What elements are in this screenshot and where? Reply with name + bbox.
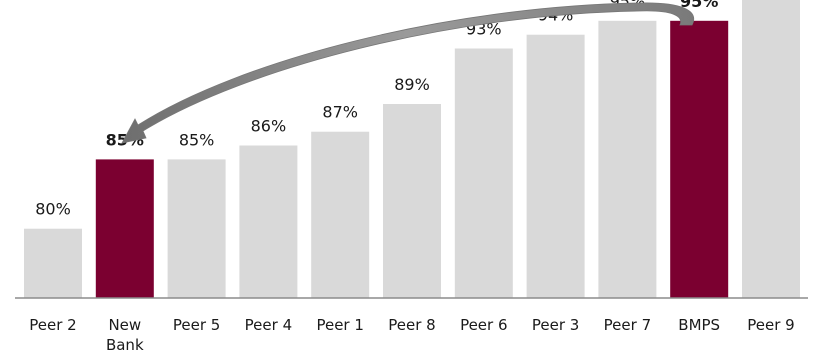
category-label-peer-3: Peer 3 bbox=[532, 316, 579, 334]
bar-peer-1 bbox=[311, 131, 370, 298]
bar-peer-8 bbox=[383, 104, 441, 298]
bar-peer-5 bbox=[167, 159, 226, 298]
category-label-peer-6: Peer 6 bbox=[460, 316, 507, 334]
value-label-peer-1: 87% bbox=[322, 103, 358, 122]
curved-arrow-annotation bbox=[121, 2, 695, 144]
value-label-peer-4: 86% bbox=[251, 117, 287, 136]
category-label-peer-4: Peer 4 bbox=[245, 316, 292, 334]
bar-peer-6 bbox=[454, 48, 513, 298]
arrow-shaft bbox=[121, 2, 695, 144]
bar-peer-7 bbox=[598, 20, 657, 299]
value-label-peer-8: 89% bbox=[394, 75, 430, 94]
category-label-peer-9: Peer 9 bbox=[747, 316, 794, 334]
category-labels-layer: Peer 2 New Bank Peer 5 Peer 4 Peer 1 Peer 8 Pee… bbox=[29, 316, 794, 354]
bar-peer-4 bbox=[239, 145, 298, 298]
category-label-peer-5: Peer 5 bbox=[173, 316, 220, 334]
category-label-peer-7: Peer 7 bbox=[604, 316, 651, 334]
value-label-bmps: 95% bbox=[680, 0, 718, 11]
category-label-peer-2: Peer 2 bbox=[29, 316, 76, 334]
value-label-peer-5: 85% bbox=[179, 130, 215, 149]
bar-peer-3 bbox=[526, 34, 585, 298]
category-label-bmps: BMPS bbox=[678, 316, 720, 334]
value-label-peer-2: 80% bbox=[35, 200, 71, 219]
category-label-peer-8: Peer 8 bbox=[388, 316, 435, 334]
bar-bmps bbox=[670, 20, 729, 299]
bar-new-bank bbox=[95, 159, 154, 298]
category-label-new-bank: New Bank bbox=[106, 316, 144, 354]
bar-peer-2 bbox=[24, 228, 82, 298]
bars-layer bbox=[24, 0, 800, 299]
bar-peer-9 bbox=[742, 0, 800, 298]
category-label-peer-1: Peer 1 bbox=[316, 316, 363, 334]
